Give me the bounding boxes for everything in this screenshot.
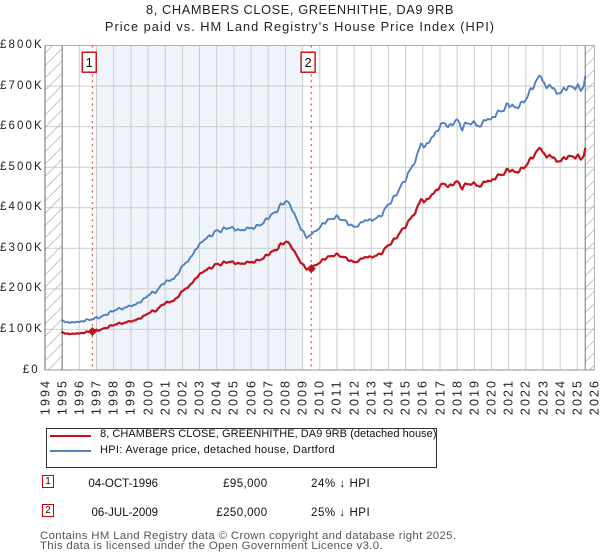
svg-text:2: 2 xyxy=(305,56,312,70)
svg-text:1: 1 xyxy=(86,56,93,70)
